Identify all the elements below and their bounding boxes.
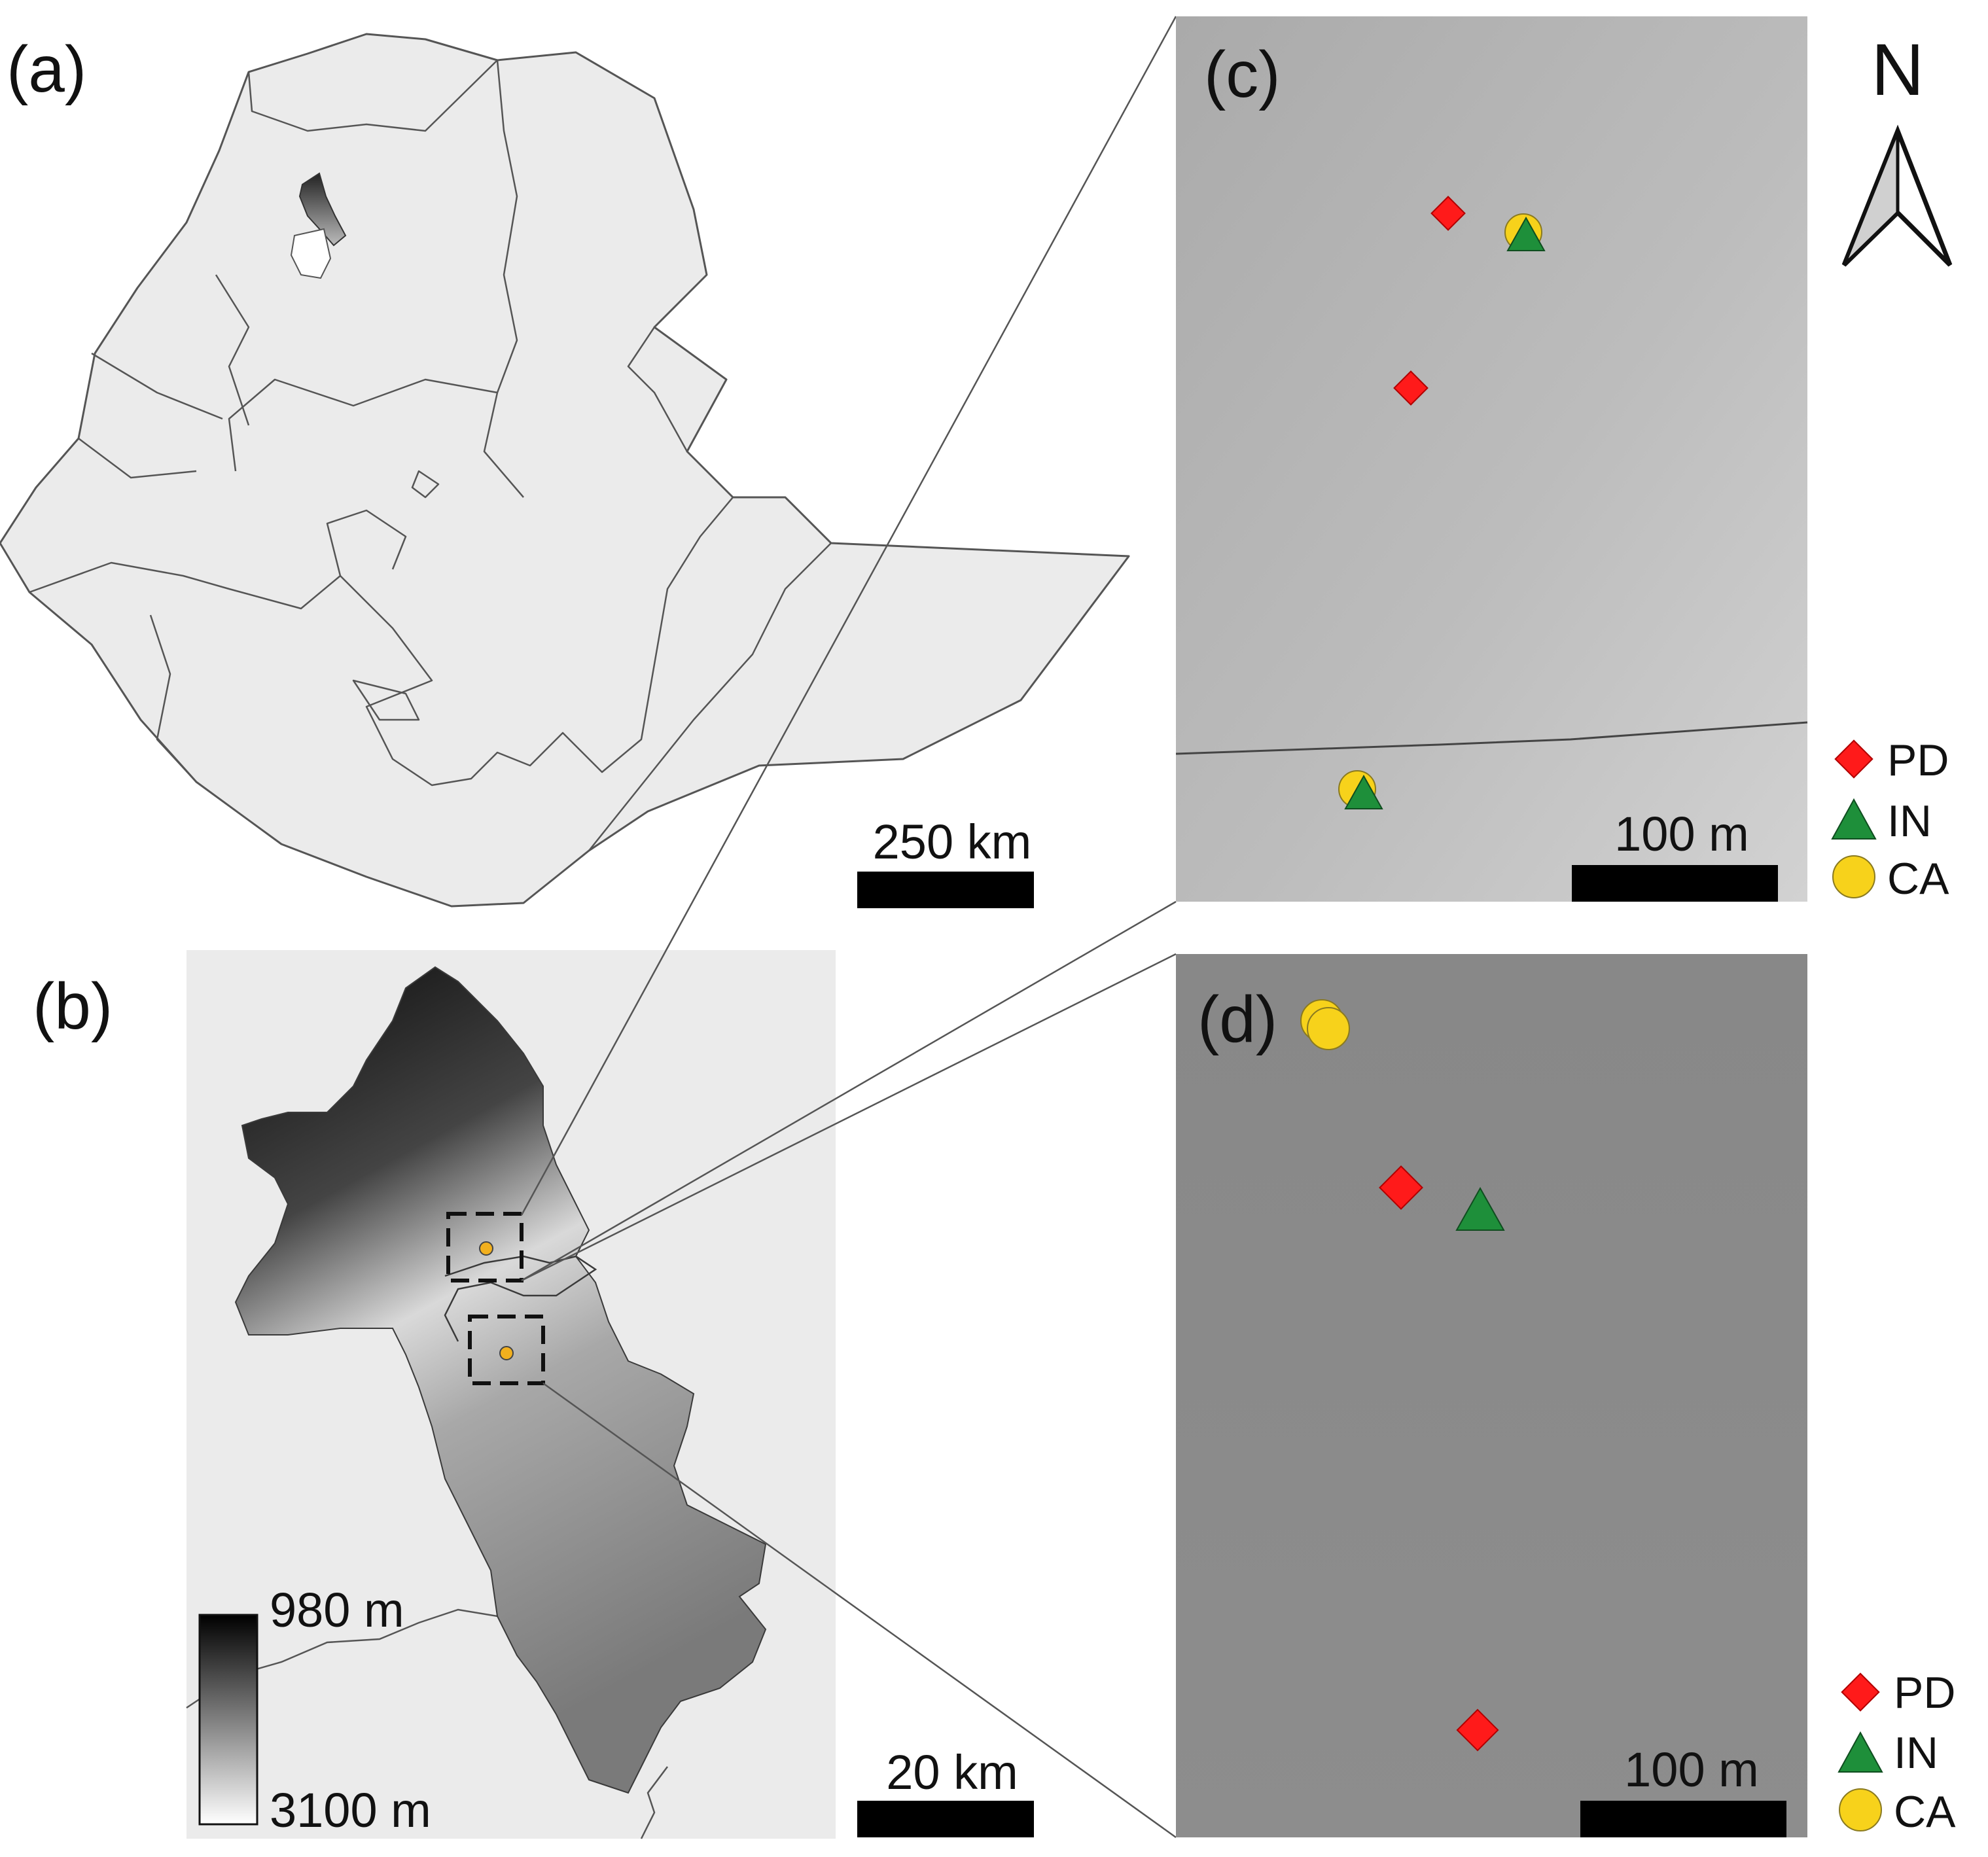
legend-c: PD IN CA bbox=[1831, 735, 1949, 904]
pd-marker-d1 bbox=[1379, 1165, 1423, 1210]
north-arrow-shade bbox=[1842, 130, 1900, 266]
zoom-connectors bbox=[520, 16, 1177, 1839]
legend-c-in-symbol bbox=[1831, 798, 1877, 840]
elevation-min-label: 980 m bbox=[270, 1583, 404, 1637]
panel-a-label: (a) bbox=[7, 33, 86, 106]
site-point-north bbox=[479, 1241, 493, 1256]
pd-marker-c1 bbox=[1430, 196, 1466, 231]
site-point-south bbox=[499, 1346, 514, 1360]
study-region-inset bbox=[298, 172, 347, 247]
panel-c-boundary-line bbox=[1175, 721, 1808, 755]
panel-a: (a) 250 km bbox=[0, 33, 1130, 908]
study-region-inset-hole bbox=[290, 228, 332, 279]
panel-c-label: (c) bbox=[1204, 38, 1281, 111]
panel-b-label: (b) bbox=[33, 970, 113, 1043]
panel-a-scalebar-label: 250 km bbox=[873, 815, 1032, 869]
ethiopia-country-shape bbox=[0, 33, 1130, 908]
panel-d-scalebar-label: 100 m bbox=[1624, 1742, 1759, 1797]
panel-c-scalebar bbox=[1572, 865, 1778, 902]
legend-d-pd-symbol bbox=[1841, 1672, 1880, 1712]
legend-c-pd-symbol bbox=[1834, 739, 1873, 779]
in-marker-c2 bbox=[1344, 774, 1383, 809]
legend-d-ca-symbol bbox=[1839, 1788, 1882, 1831]
panel-c-scalebar-label: 100 m bbox=[1614, 807, 1749, 861]
legend-d-in-label: IN bbox=[1894, 1728, 1938, 1778]
panel-b-neighbour-boundary-2 bbox=[640, 1766, 668, 1839]
legend-d-ca-label: CA bbox=[1894, 1787, 1956, 1837]
north-arrow: N bbox=[1841, 29, 1953, 267]
elevation-max-label: 3100 m bbox=[270, 1783, 431, 1837]
panel-c: (c) 100 m bbox=[1175, 16, 1808, 902]
panel-a-scalebar bbox=[857, 872, 1034, 908]
site-box-south bbox=[468, 1315, 545, 1385]
admin-boundaries bbox=[29, 60, 832, 851]
legend-c-ca-symbol bbox=[1832, 855, 1875, 898]
legend-c-ca-label: CA bbox=[1887, 854, 1949, 904]
north-arrow-label: N bbox=[1872, 29, 1925, 111]
panel-d-background bbox=[1176, 954, 1807, 1837]
panel-d-label: (d) bbox=[1198, 983, 1277, 1056]
legend-c-in-label: IN bbox=[1887, 796, 1932, 846]
panel-b-scalebar-label: 20 km bbox=[886, 1745, 1018, 1799]
in-marker-c1 bbox=[1506, 216, 1546, 251]
pd-marker-c2 bbox=[1393, 370, 1429, 406]
panel-d: (d) 100 m bbox=[1176, 954, 1807, 1837]
site-box-north bbox=[446, 1212, 524, 1282]
legend-c-pd-label: PD bbox=[1887, 735, 1949, 785]
pd-marker-d2 bbox=[1456, 1708, 1499, 1752]
in-marker-d1 bbox=[1455, 1186, 1505, 1231]
legend-d: PD IN CA bbox=[1837, 1668, 1956, 1837]
legend-d-in-symbol bbox=[1837, 1731, 1883, 1773]
ca-marker-d2 bbox=[1307, 1007, 1350, 1050]
elevation-ramp bbox=[198, 1614, 258, 1826]
legend-d-pd-label: PD bbox=[1894, 1668, 1955, 1718]
panel-d-scalebar bbox=[1580, 1801, 1786, 1837]
panel-b: (b) 980 m 3100 m 20 km bbox=[33, 950, 1034, 1839]
panel-b-scalebar bbox=[857, 1801, 1034, 1837]
panel-c-background bbox=[1176, 16, 1807, 902]
